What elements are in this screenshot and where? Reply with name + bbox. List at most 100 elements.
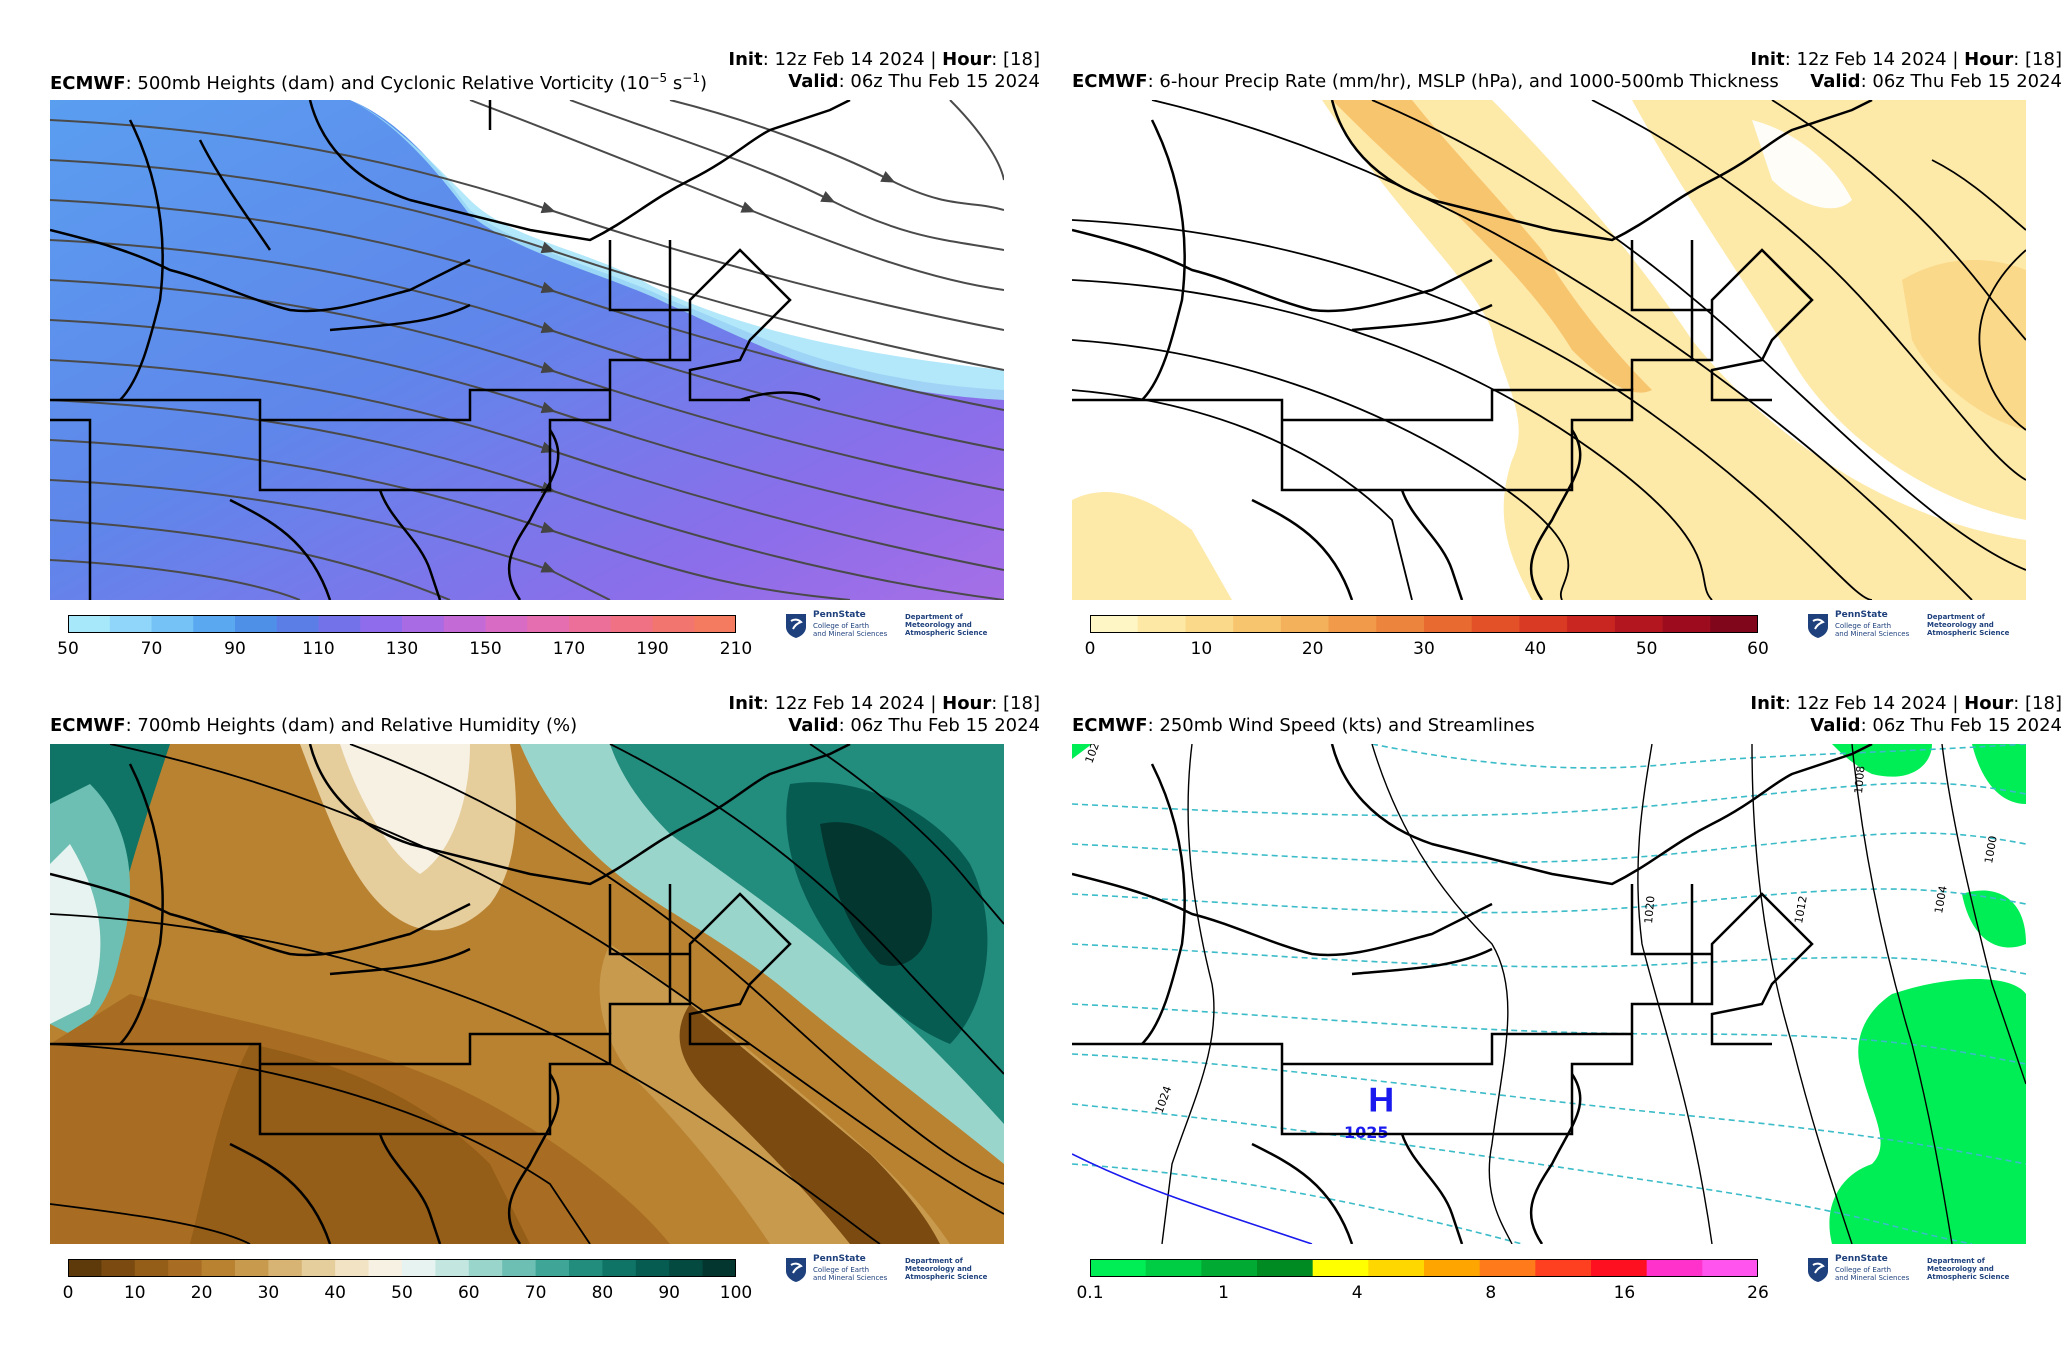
colorbar-ticks: 50 70 90 110 130 150 170 190 210 bbox=[57, 639, 752, 663]
colorbar-tick-label: 50 bbox=[57, 639, 79, 659]
colorbar-swatch bbox=[1591, 1259, 1648, 1277]
logo-college: College of Earth and Mineral Sciences bbox=[813, 1266, 888, 1282]
valid-line: Valid: 06z Thu Feb 15 2024 bbox=[1810, 715, 2062, 736]
valid-line: Valid: 06z Thu Feb 15 2024 bbox=[788, 715, 1040, 736]
panel-250mb-wind: Init: 12z Feb 14 2024 | Hour: [18] ECMWF… bbox=[1072, 688, 2062, 1328]
high-pressure-label: H bbox=[1367, 1081, 1395, 1121]
pennstate-logo: PennState College of Earth and Mineral Sc… bbox=[785, 1255, 995, 1291]
colorbar-swatch bbox=[68, 1259, 102, 1277]
colorbar-swatch bbox=[1702, 1259, 1758, 1277]
colorbar-swatch bbox=[635, 1259, 670, 1277]
logo-college: College of Earth and Mineral Sciences bbox=[1835, 1266, 1910, 1282]
colorbar-tick-label: 30 bbox=[1413, 639, 1435, 659]
colorbar-swatch bbox=[1646, 1259, 1703, 1277]
logo-department: Department of Meteorology and Atmospheric … bbox=[1927, 613, 2010, 637]
colorbar-tick-label: 20 bbox=[1301, 639, 1324, 659]
logo-department: Department of Meteorology and Atmospheric … bbox=[1927, 1257, 2010, 1281]
colorbar-swatch bbox=[1145, 1259, 1202, 1277]
high-pressure-value: 1025 bbox=[1344, 1123, 1389, 1142]
colorbar-tick-label: 30 bbox=[257, 1283, 280, 1303]
logo-name: PennState bbox=[813, 1254, 866, 1264]
colorbar-swatch bbox=[1201, 1259, 1258, 1277]
init-line: Init: 12z Feb 14 2024 | Hour: [18] bbox=[728, 49, 1040, 70]
logo-college: College of Earth and Mineral Sciences bbox=[813, 622, 888, 638]
colorbar bbox=[68, 615, 736, 633]
colorbar-tick-label: 190 bbox=[636, 639, 669, 659]
colorbar-swatch bbox=[694, 615, 736, 633]
colorbar-swatch bbox=[669, 1259, 704, 1277]
map-500mb bbox=[50, 100, 1004, 600]
colorbar-tick-label: 4 bbox=[1351, 1283, 1363, 1303]
shield-icon bbox=[786, 1258, 806, 1282]
colorbar-swatch bbox=[702, 1259, 736, 1277]
colorbar-swatch bbox=[652, 615, 695, 633]
colorbar-swatch bbox=[168, 1259, 203, 1277]
colorbar-swatch bbox=[1567, 615, 1616, 633]
isobars bbox=[1161, 744, 2026, 1244]
logo-department: Department of Meteorology and Atmospheric … bbox=[905, 1257, 988, 1281]
colorbar-swatch bbox=[402, 1259, 436, 1277]
logo-name: PennState bbox=[1835, 1254, 1888, 1264]
isobar-label: 1012 bbox=[1792, 895, 1810, 925]
colorbar-tick-label: 70 bbox=[140, 639, 163, 659]
colorbar-ticks: 0 10 20 30 40 50 60 bbox=[1085, 639, 1769, 663]
colorbar-swatch bbox=[527, 615, 570, 633]
vorticity-edge bbox=[350, 100, 1004, 400]
colorbar-tick-label: 50 bbox=[391, 1283, 413, 1303]
init-line: Init: 12z Feb 14 2024 | Hour: [18] bbox=[1750, 693, 2062, 714]
panel-title: ECMWF: 250mb Wind Speed (kts) and Stream… bbox=[1072, 715, 1535, 736]
colorbar-swatch bbox=[1424, 1259, 1481, 1277]
colorbar-swatch bbox=[1710, 615, 1758, 633]
colorbar-swatch bbox=[435, 1259, 470, 1277]
colorbar-tick-label: 40 bbox=[324, 1283, 347, 1303]
shield-icon bbox=[786, 614, 806, 638]
logo-college: College of Earth and Mineral Sciences bbox=[1835, 622, 1910, 638]
logo-name: PennState bbox=[1835, 610, 1888, 620]
colorbar-swatch bbox=[1312, 1259, 1369, 1277]
isobars-thickness bbox=[1072, 100, 2026, 600]
coastlines-borders bbox=[1072, 744, 1873, 1244]
panel-precip-mslp: Init: 12z Feb 14 2024 | Hour: [18] ECMWF… bbox=[1072, 44, 2062, 684]
map-700mb bbox=[50, 744, 1004, 1244]
rh-fill bbox=[50, 744, 1004, 1244]
colorbar-swatch bbox=[535, 1259, 570, 1277]
colorbar-swatch bbox=[1090, 615, 1139, 633]
colorbar bbox=[68, 1259, 736, 1277]
panel-title: ECMWF: 6-hour Precip Rate (mm/hr), MSLP … bbox=[1072, 71, 1779, 92]
shield-icon bbox=[1808, 614, 1828, 638]
colorbar-swatch bbox=[1662, 615, 1711, 633]
colorbar-swatch bbox=[1185, 615, 1234, 633]
colorbar-tick-label: 110 bbox=[302, 639, 335, 659]
colorbar-swatch bbox=[569, 1259, 603, 1277]
colorbar-swatch bbox=[360, 615, 403, 633]
pennstate-logo: PennState College of Earth and Mineral Sc… bbox=[1807, 1255, 2017, 1291]
colorbar-swatch bbox=[1614, 615, 1664, 633]
colorbar-swatch bbox=[610, 615, 653, 633]
isobar-labels: 1024 1020 1012 1008 1004 1000 1024 bbox=[1083, 744, 2000, 1115]
colorbar-swatch bbox=[1368, 1259, 1425, 1277]
precip-fill bbox=[1072, 100, 2026, 600]
colorbar-tick-label: 40 bbox=[1524, 639, 1547, 659]
colorbar-swatch bbox=[1535, 1259, 1592, 1277]
colorbar-swatch bbox=[368, 1259, 403, 1277]
colorbar-swatch bbox=[1137, 615, 1186, 633]
logo-department: Department of Meteorology and Atmospheric … bbox=[905, 613, 988, 637]
panel-title: ECMWF: 700mb Heights (dam) and Relative … bbox=[50, 715, 578, 736]
colorbar-swatch bbox=[1376, 615, 1425, 633]
colorbar-tick-label: 130 bbox=[385, 639, 419, 659]
colorbar-swatch bbox=[335, 1259, 370, 1277]
colorbar-tick-label: 10 bbox=[1190, 639, 1213, 659]
valid-line: Valid: 06z Thu Feb 15 2024 bbox=[788, 71, 1040, 92]
colorbar-swatch bbox=[1424, 615, 1473, 633]
colorbar-tick-label: 10 bbox=[123, 1283, 146, 1303]
colorbar-swatch bbox=[1479, 1259, 1536, 1277]
colorbar-tick-label: 90 bbox=[224, 639, 246, 659]
colorbar-swatch bbox=[134, 1259, 169, 1277]
isobar-label: 1000 bbox=[1982, 835, 2000, 865]
colorbar-swatch bbox=[1280, 615, 1330, 633]
colorbar-border bbox=[68, 615, 736, 633]
colorbar-swatch bbox=[402, 615, 445, 633]
colorbar-swatch bbox=[502, 1259, 537, 1277]
colorbar-tick-label: 26 bbox=[1747, 1283, 1769, 1303]
colorbar-tick-label: 80 bbox=[591, 1283, 614, 1303]
